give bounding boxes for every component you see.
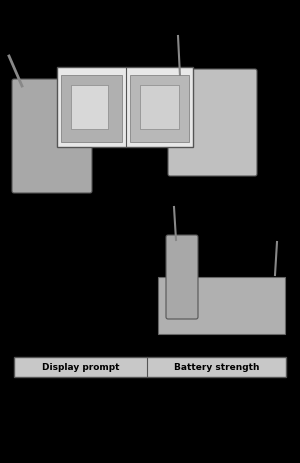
Bar xyxy=(130,76,189,143)
Bar xyxy=(61,76,122,143)
FancyBboxPatch shape xyxy=(166,236,198,319)
Bar xyxy=(140,86,179,130)
FancyBboxPatch shape xyxy=(12,80,92,194)
FancyBboxPatch shape xyxy=(168,70,257,176)
Bar xyxy=(71,86,108,130)
Bar xyxy=(14,357,286,377)
Text: Display prompt: Display prompt xyxy=(42,363,119,372)
Bar xyxy=(158,277,285,334)
Bar xyxy=(57,68,193,148)
Text: Battery strength: Battery strength xyxy=(174,363,259,372)
